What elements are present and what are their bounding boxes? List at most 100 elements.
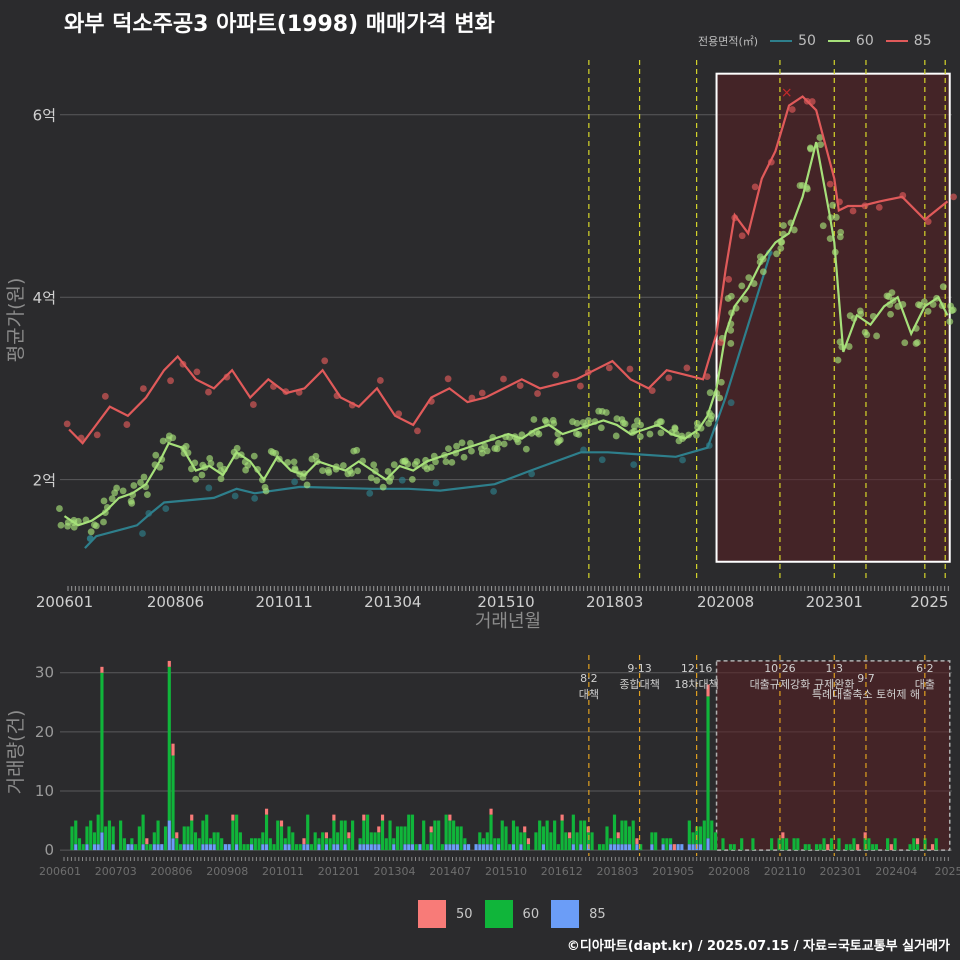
data-point	[404, 460, 412, 468]
data-point	[717, 339, 725, 346]
volume-bar	[631, 820, 635, 851]
data-point	[514, 438, 522, 446]
data-point	[829, 201, 837, 209]
data-point	[205, 388, 212, 396]
volume-bar	[429, 826, 433, 833]
data-point	[683, 364, 691, 372]
volume-bar	[713, 832, 718, 851]
volume-bar	[182, 826, 186, 845]
volume-bar	[534, 832, 538, 851]
legend-swatch-85	[885, 40, 908, 42]
volume-bar	[777, 838, 781, 851]
volume-bar	[571, 814, 575, 845]
series-line-50	[84, 251, 772, 549]
volume-bar	[425, 844, 430, 851]
volume-bar	[616, 832, 620, 839]
x-tick-label-bottom: 201612	[541, 865, 583, 878]
legend-item-50: 50	[798, 33, 816, 49]
data-point	[579, 419, 587, 426]
data-point	[143, 491, 151, 499]
volume-bar	[235, 814, 239, 845]
volume-bar	[523, 826, 527, 833]
data-point	[569, 418, 576, 426]
volume-bar	[874, 844, 878, 851]
volume-bar	[186, 844, 190, 851]
data-point	[845, 343, 853, 350]
volume-bar	[369, 832, 373, 845]
volume-bar	[856, 844, 860, 851]
volume-bar	[597, 844, 602, 851]
data-point	[478, 389, 486, 397]
volume-bar	[163, 826, 168, 851]
data-point	[250, 452, 258, 460]
volume-bar	[190, 814, 194, 821]
volume-bar	[130, 838, 134, 845]
policy-annotation: 규제완화	[814, 678, 854, 691]
volume-bar	[459, 826, 463, 851]
volume-bar	[627, 844, 632, 851]
data-point	[807, 145, 814, 153]
volume-bar	[612, 844, 617, 851]
x-tick-label-bottom: 202301	[820, 865, 862, 878]
volume-bar	[582, 820, 587, 851]
data-point	[727, 292, 735, 300]
volume-bar	[669, 838, 673, 845]
volume-bar	[781, 832, 785, 839]
data-point	[312, 452, 320, 460]
volume-bar	[313, 832, 317, 851]
x-tick-label-bottom: 201510	[485, 865, 527, 878]
x-tick-label: 201510	[477, 593, 534, 611]
volume-bar	[740, 838, 744, 851]
volume-bar	[863, 832, 867, 839]
volume-bar	[186, 826, 190, 845]
data-point	[373, 477, 381, 484]
data-point	[665, 374, 673, 382]
legend-item-85: 85	[913, 33, 932, 49]
data-point	[585, 417, 592, 424]
volume-bar	[698, 826, 703, 845]
data-point	[303, 481, 311, 489]
data-point	[727, 326, 735, 334]
data-point	[130, 482, 138, 489]
data-point	[414, 427, 421, 435]
volume-bar	[448, 820, 452, 845]
data-point	[367, 474, 375, 482]
volume-bar	[545, 820, 549, 851]
data-point	[321, 357, 329, 365]
volume-bar	[145, 844, 149, 851]
volume-bar	[160, 844, 164, 851]
volume-bar	[481, 844, 486, 851]
volume-bar	[680, 844, 684, 851]
volume-bar	[235, 844, 239, 851]
data-point	[63, 420, 71, 428]
x-tick-label: 201011	[255, 593, 312, 611]
data-point	[500, 375, 507, 383]
volume-bar	[205, 844, 209, 851]
volume-bar	[863, 838, 867, 851]
data-point	[950, 193, 957, 201]
volume-bar	[654, 832, 658, 851]
volume-bar	[365, 844, 370, 851]
data-point	[458, 439, 466, 447]
data-point	[924, 307, 932, 315]
volume-bar	[698, 844, 703, 851]
chart-title: 와부 덕소주공3 아파트(1998) 매매가격 변화	[64, 12, 495, 37]
volume-bar	[380, 814, 385, 821]
data-point	[460, 453, 468, 461]
data-point	[162, 505, 170, 512]
data-point	[621, 420, 629, 428]
legend-volume-50: 50	[418, 900, 473, 928]
legend-volume: 50 60 85	[418, 900, 618, 928]
volume-bar	[392, 844, 396, 851]
data-point	[948, 307, 956, 315]
volume-bar	[493, 838, 497, 851]
data-point	[242, 466, 250, 474]
policy-annotation: 1·3	[826, 662, 844, 675]
data-point	[605, 364, 613, 372]
volume-bar	[148, 844, 153, 851]
volume-bar	[119, 820, 123, 851]
volume-bar	[362, 814, 366, 821]
volume-bar	[448, 844, 452, 851]
volume-bar	[268, 838, 272, 851]
data-point	[198, 471, 206, 479]
